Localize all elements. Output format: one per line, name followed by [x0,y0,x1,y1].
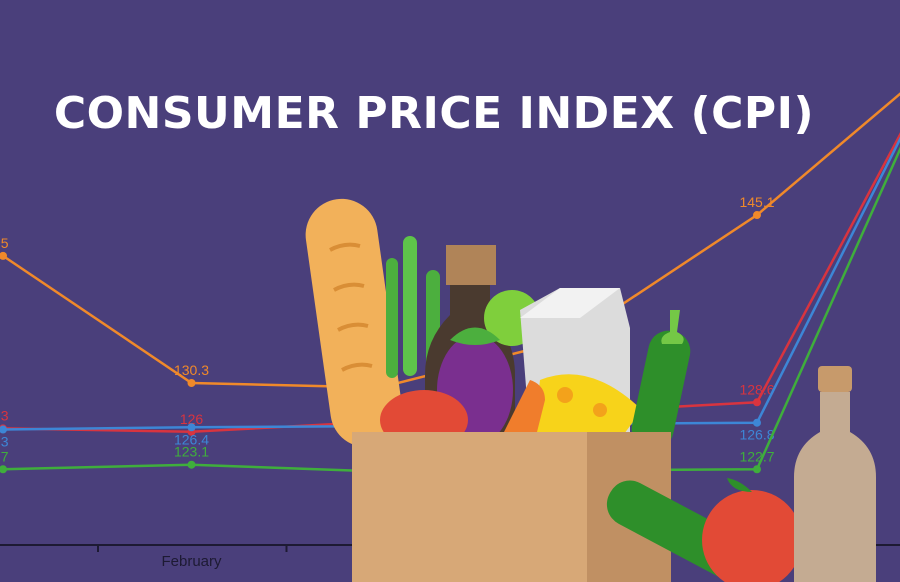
data-label: 126 [180,411,204,427]
data-point [753,211,761,220]
data-label: 126.8 [739,427,774,443]
cheese-icon [532,374,642,450]
data-label: 141.5 [0,235,9,251]
series-2: 126.3 126.4 126.8 [0,136,900,450]
apple-icon [702,478,802,582]
data-label: 130.3 [174,362,209,378]
data-label: 126.3 [0,407,9,423]
data-label: 123.1 [174,444,209,460]
data-point [187,460,196,469]
data-point [187,379,196,387]
data-point [0,465,7,474]
x-tick-label: February [161,553,222,570]
data-label: 126.3 [0,434,9,450]
data-point [753,418,761,427]
cucumber-icon [631,310,691,450]
data-point [0,251,7,260]
data-label: 128.6 [739,381,774,397]
data-point [187,423,196,432]
data-label: 122.7 [739,448,774,464]
data-point [0,425,7,434]
data-label: 126.4 [174,431,209,447]
data-point [753,398,761,407]
data-label: 122.7 [0,448,9,464]
data-label: 145.1 [739,194,774,210]
page-title: CONSUMER PRICE INDEX (CPI) [53,88,815,139]
bottle-icon [794,366,876,582]
data-point [753,465,761,474]
grocery-illustration [305,198,876,582]
baguette-icon [305,198,403,448]
asparagus-icon [386,236,440,380]
carrot-icon [500,380,545,440]
